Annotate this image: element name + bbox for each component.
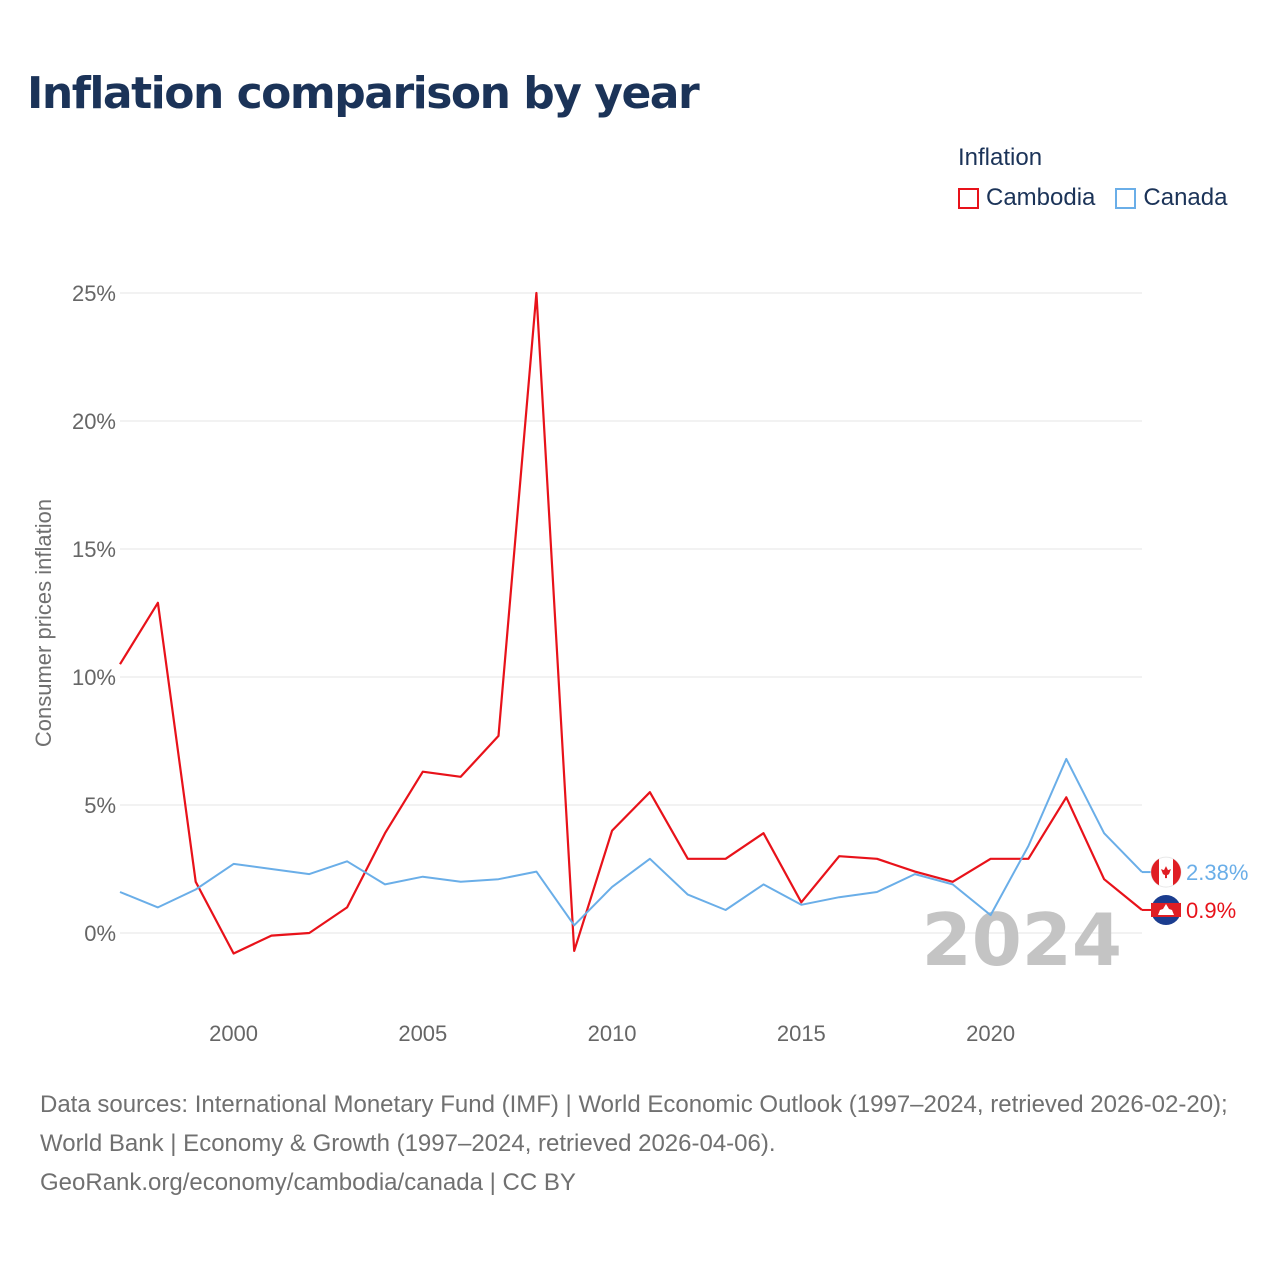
canada-flag-icon bbox=[1150, 856, 1182, 888]
legend-swatch-cambodia bbox=[958, 187, 979, 209]
cambodia-flag-icon bbox=[1151, 894, 1181, 925]
y-tick-label: 25% bbox=[72, 281, 116, 306]
legend-label-cambodia: Cambodia bbox=[986, 184, 1096, 211]
legend-items: Cambodia Canada bbox=[958, 184, 1227, 212]
x-tick-label: 2020 bbox=[966, 1021, 1015, 1046]
year-watermark: 2024 bbox=[922, 898, 1122, 982]
legend-swatch-canada bbox=[1115, 187, 1137, 209]
grid-lines bbox=[120, 292, 1142, 934]
end-value-label-cambodia: 0.9% bbox=[1186, 898, 1236, 923]
inflation-line-chart: 0% 5% 10% 15% 20% 25% 2000 2005 2010 2015 2020 20… bbox=[31, 281, 1248, 1046]
y-tick-label: 15% bbox=[72, 537, 116, 562]
legend-title: Inflation bbox=[958, 144, 1043, 171]
footer: Data sources: International Monetary Fun… bbox=[40, 1085, 1245, 1202]
series-line-cambodia bbox=[119, 291, 1143, 955]
credit-link[interactable]: GeoRank.org/economy/cambodia/canada | CC… bbox=[40, 1169, 576, 1196]
chart-title: Inflation comparison by year bbox=[27, 68, 700, 119]
y-tick-labels: 0% 5% 10% 15% 20% 25% bbox=[72, 281, 116, 946]
x-tick-label: 2005 bbox=[398, 1021, 447, 1046]
y-tick-label: 5% bbox=[84, 793, 116, 818]
x-tick-label: 2010 bbox=[588, 1021, 637, 1046]
legend: Inflation Cambodia Canada bbox=[958, 142, 1227, 212]
series-line-canada bbox=[119, 757, 1143, 927]
end-labels: 0.9% 2.38% bbox=[1142, 856, 1248, 925]
legend-label-canada: Canada bbox=[1143, 184, 1228, 211]
data-sources: Data sources: International Monetary Fun… bbox=[40, 1091, 1228, 1157]
y-axis-label: Consumer prices inflation bbox=[31, 499, 56, 747]
y-tick-label: 0% bbox=[84, 921, 116, 946]
end-value-label-canada: 2.38% bbox=[1186, 860, 1248, 885]
x-tick-label: 2000 bbox=[209, 1021, 258, 1046]
y-tick-label: 10% bbox=[72, 665, 116, 690]
x-tick-label: 2015 bbox=[777, 1021, 826, 1046]
series-lines bbox=[119, 291, 1143, 955]
x-tick-labels: 2000 2005 2010 2015 2020 bbox=[209, 1021, 1015, 1046]
legend-item-cambodia[interactable]: Cambodia bbox=[958, 184, 1095, 212]
legend-item-canada[interactable]: Canada bbox=[1115, 184, 1227, 212]
y-tick-label: 20% bbox=[72, 409, 116, 434]
